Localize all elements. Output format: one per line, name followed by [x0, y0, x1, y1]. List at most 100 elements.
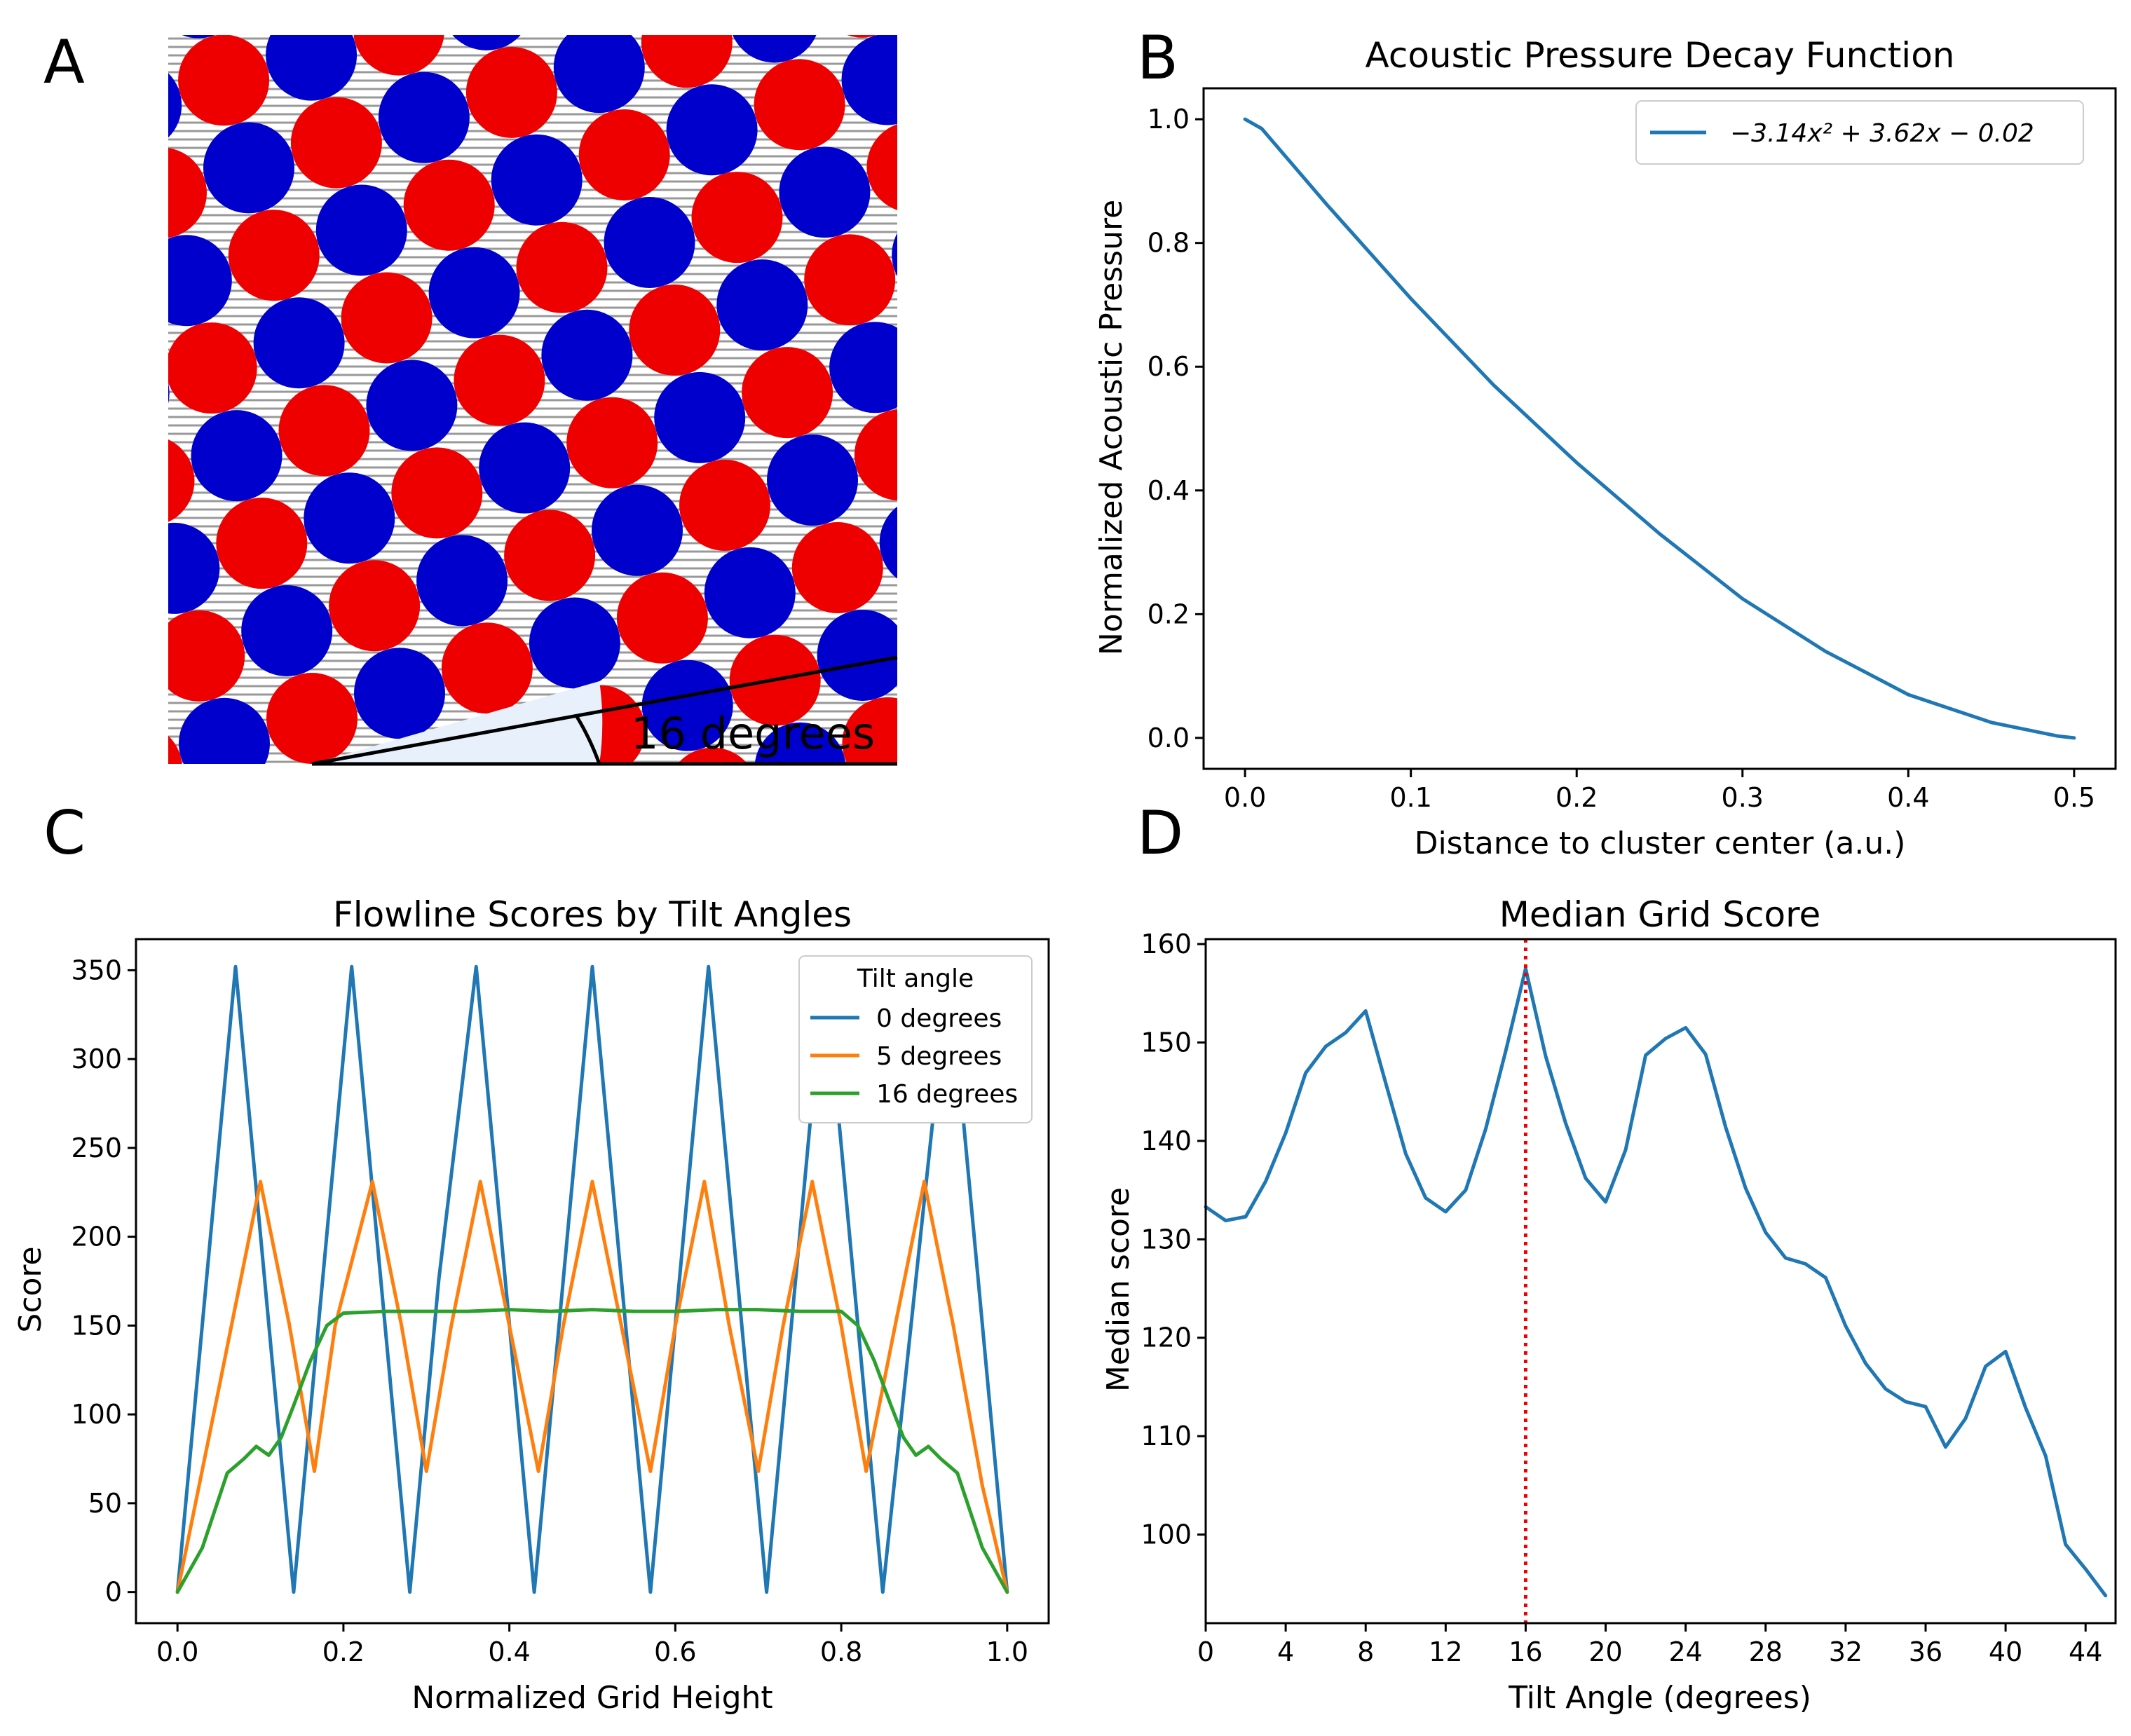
y-tick-label: 160 [1141, 929, 1192, 959]
legend: −3.14x² + 3.62x − 0.02 [1635, 100, 2084, 165]
circle-cell [677, 747, 748, 764]
y-tick-label: 0.2 [1148, 599, 1190, 629]
y-tick-label: 1.0 [1148, 104, 1190, 135]
x-tick-label: 0.1 [1389, 782, 1431, 813]
circle-cell [416, 535, 508, 627]
circle-cell [378, 71, 470, 163]
x-tick-label: 0.0 [1224, 782, 1266, 813]
x-tick-label: 0.5 [2053, 782, 2095, 813]
circle-cell [168, 322, 257, 414]
x-axis-label: Tilt Angle (degrees) [1508, 1680, 1811, 1716]
x-tick-label: 12 [1429, 1636, 1462, 1667]
circle-cell [854, 409, 897, 501]
y-tick-label: 300 [71, 1044, 122, 1074]
y-tick-label: 100 [1141, 1519, 1192, 1550]
y-tick-label: 120 [1141, 1322, 1192, 1353]
circle-cell [329, 560, 421, 652]
x-tick-label: 24 [1668, 1636, 1702, 1667]
angle-wedge [312, 681, 603, 764]
circle-cell [178, 35, 270, 126]
circle-cell [841, 35, 897, 125]
circle-cell [666, 84, 758, 176]
x-tick-label: 32 [1829, 1636, 1863, 1667]
x-tick-label: 20 [1588, 1636, 1622, 1667]
circle-cell [253, 297, 345, 389]
circle-cell [168, 610, 245, 702]
y-tick-label: 150 [1141, 1027, 1192, 1058]
x-tick-label: 0.3 [1722, 782, 1764, 813]
circle-cell [553, 35, 645, 114]
x-tick-label: 36 [1909, 1636, 1942, 1667]
chart-title: Median Grid Score [1499, 894, 1821, 935]
y-tick-label: 0 [105, 1577, 122, 1608]
y-tick-label: 140 [1141, 1126, 1192, 1156]
x-tick-label: 0.4 [488, 1636, 530, 1667]
legend-entry: 0 degrees [876, 1004, 1002, 1033]
y-axis-label: Normalized Acoustic Pressure [1094, 200, 1129, 655]
axes-frame [1204, 938, 2117, 1625]
legend-box [798, 955, 1033, 1123]
circle-cell [529, 597, 620, 689]
circle-cell [691, 172, 783, 264]
y-tick-label: 0.8 [1148, 228, 1190, 259]
circle-cell [829, 322, 897, 414]
circle-cell [465, 46, 557, 138]
legend-box [1635, 100, 2084, 165]
legend: Tilt angle 0 degrees 5 degrees 16 degree… [798, 955, 1033, 1123]
x-tick-label: 40 [1989, 1636, 2022, 1667]
panel-letter-c: C [43, 798, 86, 868]
y-tick-label: 250 [71, 1133, 122, 1163]
circle-cell [767, 435, 858, 526]
x-tick-label: 28 [1749, 1636, 1783, 1667]
circle-cell [168, 235, 232, 327]
y-tick-label: 100 [71, 1399, 122, 1430]
y-tick-label: 350 [71, 955, 122, 985]
x-tick-label: 0.2 [1555, 782, 1598, 813]
circle-cell [278, 385, 370, 477]
x-tick-label: 0.0 [156, 1636, 198, 1667]
circle-cell [228, 210, 320, 301]
x-tick-label: 16 [1509, 1636, 1542, 1667]
circle-cell [428, 247, 520, 339]
panel-letter-a: A [43, 27, 85, 97]
x-axis-label: Normalized Grid Height [411, 1680, 772, 1716]
circle-cell [516, 221, 608, 313]
circle-cell [504, 510, 596, 601]
angle-arc [574, 714, 601, 765]
circle-cell [641, 35, 733, 88]
x-tick-label: 0 [1197, 1636, 1214, 1667]
circle-cell [290, 97, 382, 189]
circle-cell [847, 35, 877, 38]
circle-cell [168, 73, 182, 138]
circle-cell [679, 459, 770, 551]
x-tick-label: 0.8 [820, 1636, 862, 1667]
x-tick-label: 1.0 [986, 1636, 1028, 1667]
legend-title: Tilt angle [857, 964, 974, 993]
y-tick-label: 130 [1141, 1224, 1192, 1255]
series-line [175, 1180, 1009, 1594]
circle-cell [592, 484, 683, 576]
x-tick-label: 0.4 [1887, 782, 1929, 813]
y-axis-label: Score [13, 1246, 48, 1332]
circle-cell [817, 610, 897, 701]
circle-cell [791, 522, 883, 613]
circle-cell [866, 124, 897, 210]
axes-frame [1202, 87, 2117, 770]
plot-area: 0 4 8 12 16 20 24 28 32 36 40 44 100 110 120 130 140 150 1… [1141, 929, 2117, 1667]
legend-entry: 5 degrees [876, 1042, 1002, 1071]
circle-cell [566, 397, 658, 488]
series-line [1204, 966, 2108, 1598]
circle-cell [733, 35, 817, 63]
circle-cell [319, 760, 355, 764]
y-tick-label: 150 [71, 1310, 122, 1341]
circle-cell [391, 447, 483, 539]
circle-cell [641, 659, 733, 751]
series-line [1243, 117, 2076, 740]
x-tick-label: 8 [1357, 1636, 1374, 1667]
circle-cell [241, 585, 333, 676]
circle-cell [842, 697, 897, 764]
circle-cell [168, 383, 170, 404]
y-axis-label: Median score [1101, 1187, 1136, 1392]
x-tick-label: 0.6 [654, 1636, 696, 1667]
